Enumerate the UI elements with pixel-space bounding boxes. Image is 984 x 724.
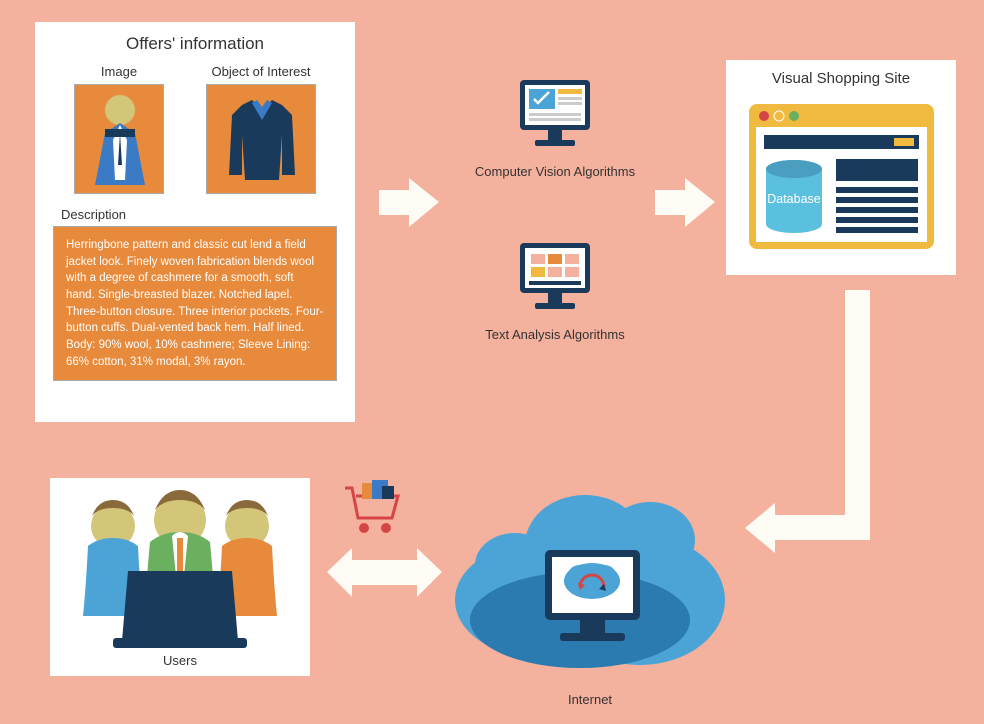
text-algo-label: Text Analysis Algorithms bbox=[460, 327, 650, 342]
image-label: Image bbox=[69, 64, 169, 79]
users-label: Users bbox=[58, 653, 302, 668]
cv-algo-label: Computer Vision Algorithms bbox=[460, 164, 650, 179]
users-icon bbox=[58, 486, 302, 651]
offers-panel: Offers' information Image Object of Inte… bbox=[35, 22, 355, 422]
description-text: Herringbone pattern and classic cut lend… bbox=[66, 239, 323, 368]
description-box: Herringbone pattern and classic cut lend… bbox=[53, 226, 337, 381]
offers-title: Offers' information bbox=[53, 34, 337, 54]
shopping-site-panel: Visual Shopping Site Database bbox=[726, 60, 956, 275]
cv-algo-block: Computer Vision Algorithms bbox=[460, 75, 650, 179]
object-box bbox=[206, 84, 316, 194]
arrow-algo-to-site bbox=[650, 175, 720, 230]
object-label: Object of Interest bbox=[201, 64, 321, 79]
users-panel: Users bbox=[50, 478, 310, 676]
shopping-cart-icon bbox=[340, 478, 410, 543]
cloud-internet-icon bbox=[440, 455, 740, 685]
svg-text:Database: Database bbox=[767, 192, 821, 206]
arrow-site-to-internet bbox=[740, 285, 890, 580]
arrow-users-internet bbox=[322, 545, 447, 600]
text-algo-block: Text Analysis Algorithms bbox=[460, 238, 650, 342]
browser-db-icon: Database bbox=[744, 99, 939, 254]
shopping-site-title: Visual Shopping Site bbox=[736, 70, 946, 87]
arrow-offers-to-algo bbox=[374, 175, 444, 230]
internet-label: Internet bbox=[440, 692, 740, 707]
internet-block: Internet bbox=[440, 455, 740, 707]
monitor-text-icon bbox=[505, 238, 605, 323]
image-box bbox=[74, 84, 164, 194]
description-label: Description bbox=[61, 207, 337, 222]
monitor-cv-icon bbox=[505, 75, 605, 160]
